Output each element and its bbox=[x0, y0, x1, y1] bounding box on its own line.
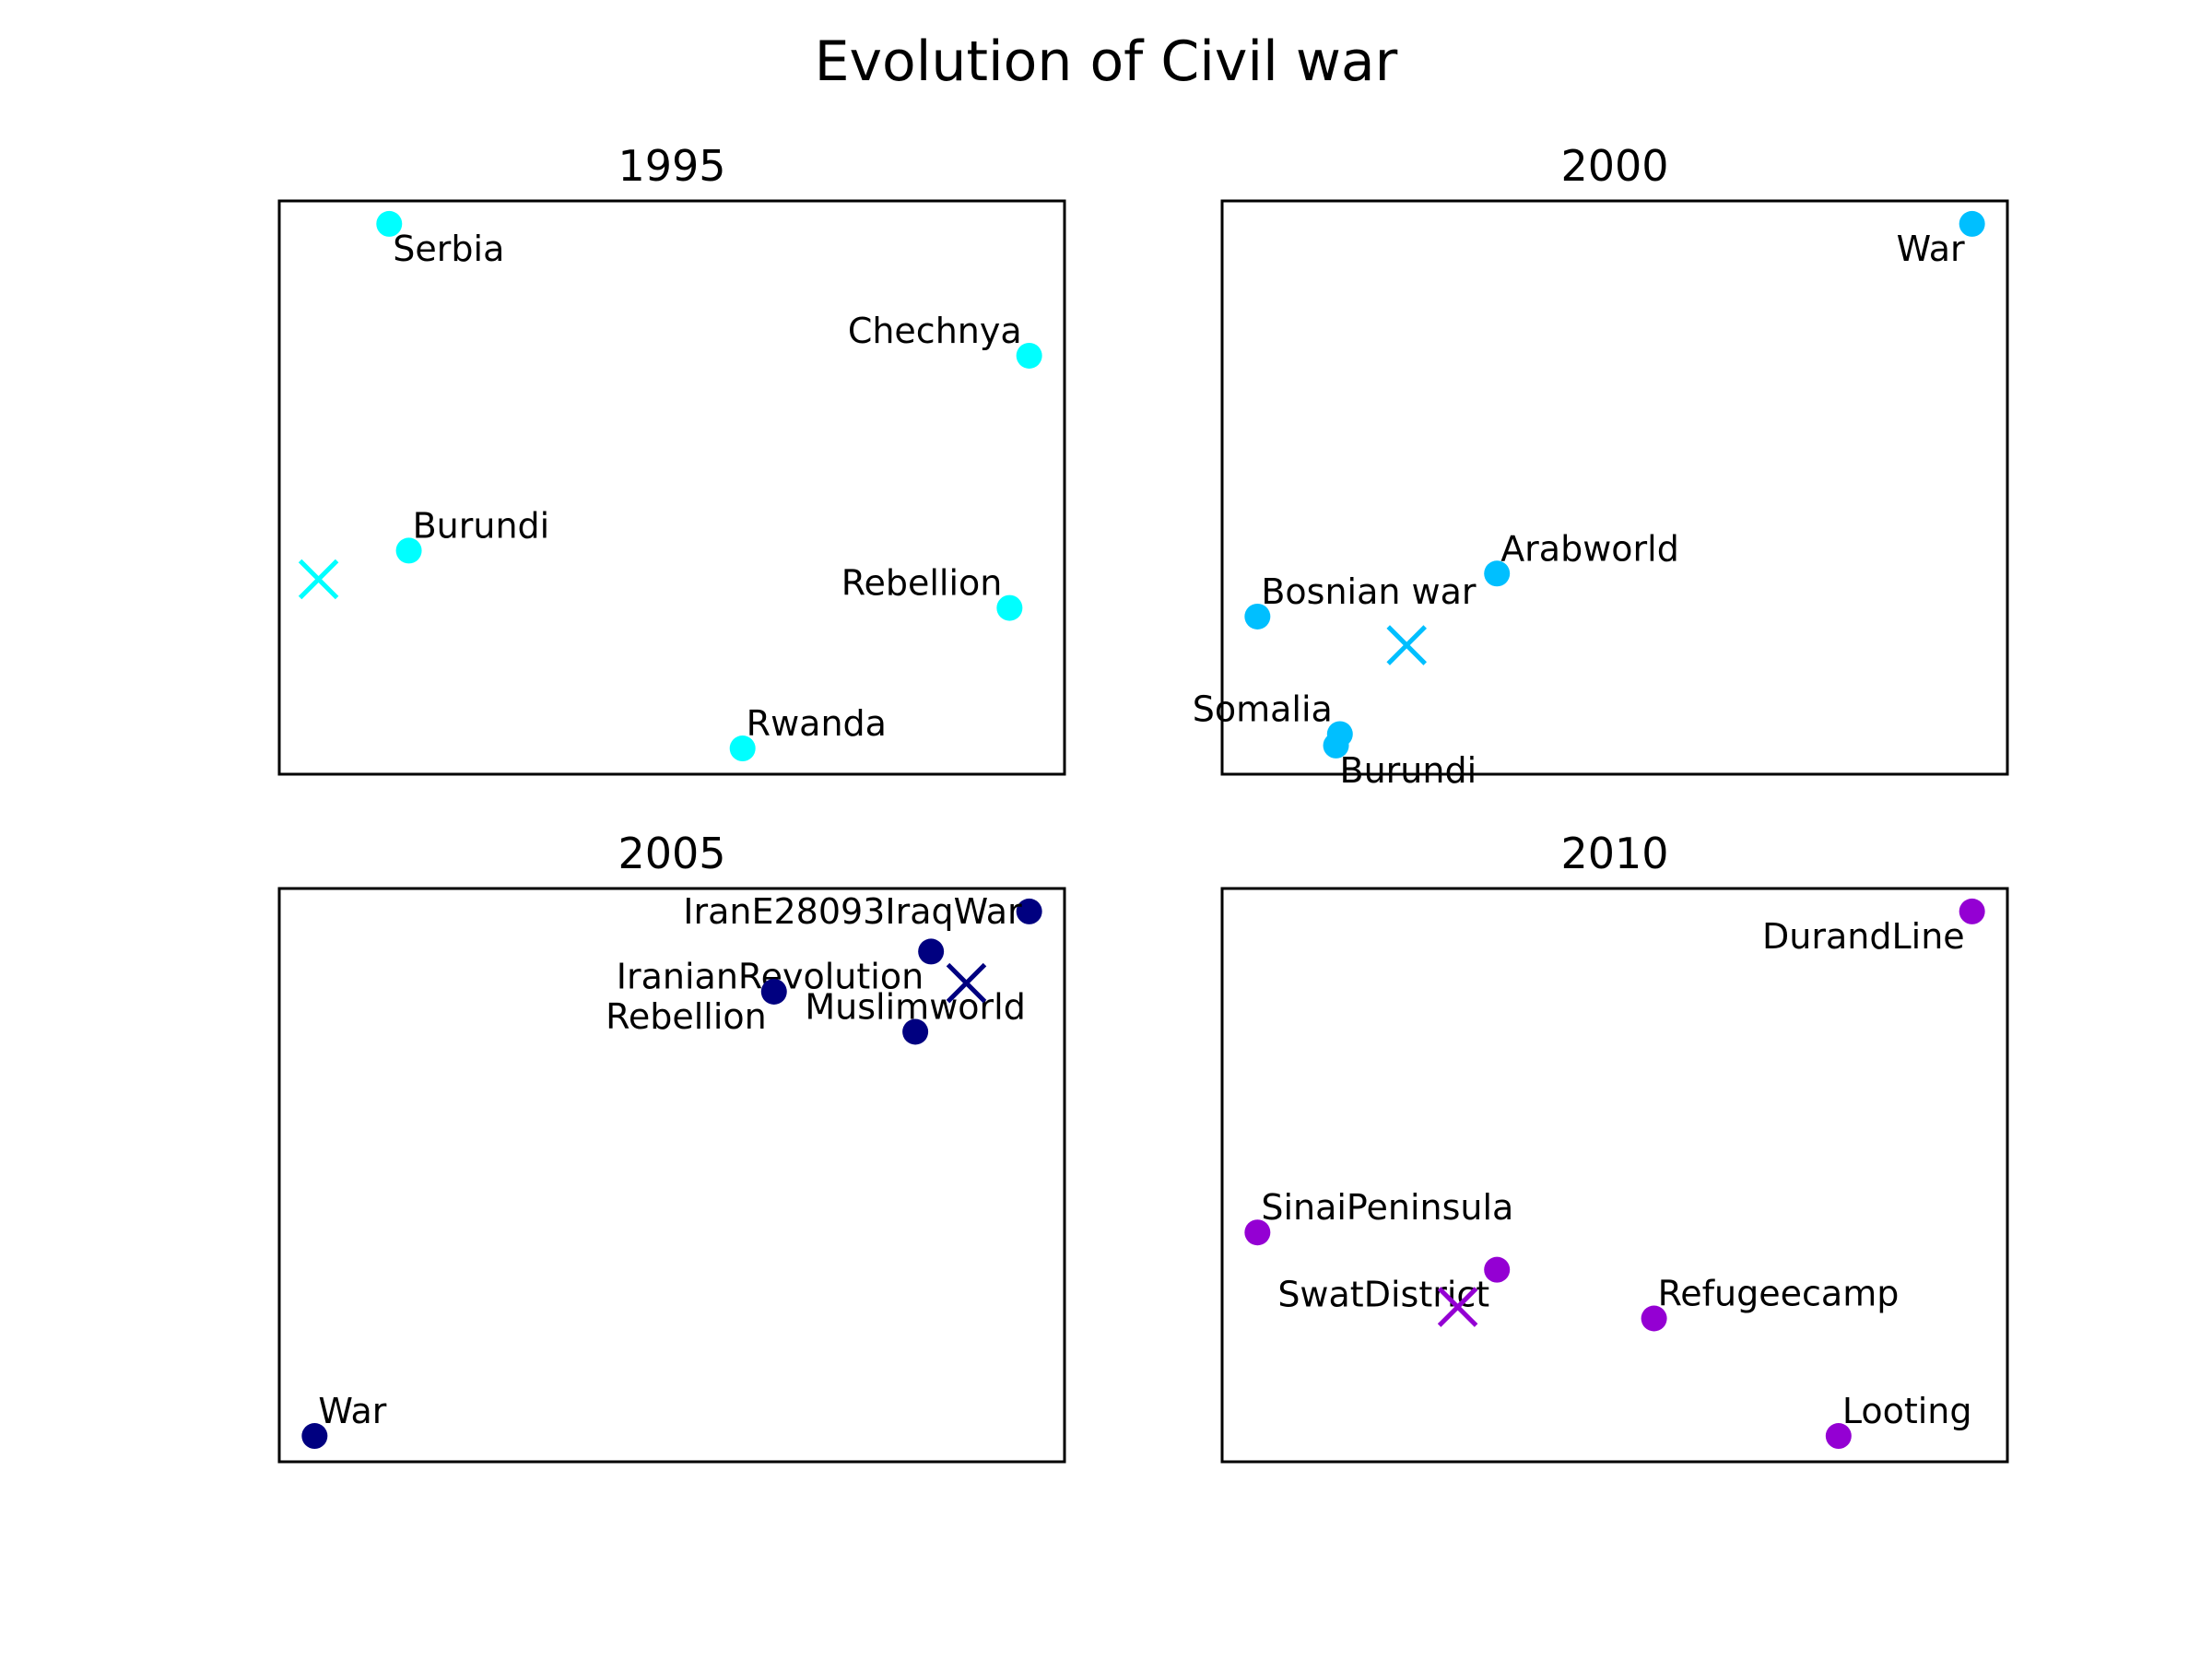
subplot-title: 2000 bbox=[1560, 141, 1668, 191]
point-label: Burundi bbox=[413, 505, 550, 546]
point-label: Arabworld bbox=[1500, 528, 1679, 569]
centroid-stroke bbox=[1386, 625, 1427, 665]
point-label: War bbox=[1897, 229, 1965, 269]
data-point bbox=[918, 938, 945, 965]
point-label: DurandLine bbox=[1762, 916, 1965, 957]
data-point bbox=[902, 1018, 929, 1045]
point-label: Bosnian war bbox=[1261, 571, 1477, 612]
data-point bbox=[1641, 1305, 1667, 1332]
point-label: Serbia bbox=[393, 229, 504, 269]
centroid-marker bbox=[298, 559, 339, 600]
centroid-stroke bbox=[298, 559, 339, 600]
data-point bbox=[1484, 1256, 1511, 1283]
data-point bbox=[1959, 210, 1985, 237]
point-label: SinaiPeninsula bbox=[1261, 1187, 1513, 1228]
data-point bbox=[760, 978, 787, 1005]
subplot-title: 2010 bbox=[1560, 829, 1668, 878]
data-point bbox=[996, 594, 1023, 621]
data-point bbox=[1959, 898, 1985, 924]
point-label: Looting bbox=[1842, 1391, 1972, 1431]
point-label: Burundi bbox=[1340, 750, 1477, 791]
centroid-marker bbox=[946, 962, 987, 1004]
subplot-2000: 2000 War Arabworld Bosnian war SomaliaBurund… bbox=[1193, 141, 2009, 791]
subplot-title: 1995 bbox=[618, 141, 725, 191]
centroid-stroke bbox=[1437, 1287, 1478, 1327]
subplot-frame bbox=[277, 199, 1066, 776]
data-point bbox=[729, 735, 756, 762]
point-label: Refugeecamp bbox=[1658, 1274, 1900, 1314]
point-label: Muslimworld bbox=[805, 987, 1025, 1028]
data-point bbox=[1016, 898, 1042, 924]
point-label: Rebellion bbox=[606, 996, 767, 1037]
centroid-marker bbox=[1437, 1287, 1478, 1327]
data-point bbox=[1484, 560, 1511, 587]
subplot-frame bbox=[1220, 199, 2009, 776]
point-label: War bbox=[318, 1391, 386, 1431]
data-point bbox=[1244, 1219, 1271, 1246]
data-point bbox=[301, 1423, 328, 1450]
data-point bbox=[1323, 732, 1349, 759]
point-label: IranE28093IraqWar bbox=[683, 891, 1022, 932]
subplot-frame bbox=[1220, 887, 2009, 1464]
data-point bbox=[1244, 603, 1271, 629]
subplot-title: 2005 bbox=[618, 829, 725, 878]
data-point bbox=[395, 537, 422, 564]
centroid-stroke bbox=[946, 962, 987, 1004]
centroid-marker bbox=[1386, 625, 1427, 665]
point-label: Somalia bbox=[1193, 688, 1333, 729]
point-label: Rwanda bbox=[747, 703, 887, 744]
point-label: Rebellion bbox=[841, 563, 1003, 604]
figure-title: Evolution of Civil war bbox=[814, 29, 1398, 94]
subplot-2005: 2005IranE28093IraqWarIranianRevolutionRe… bbox=[277, 829, 1066, 1464]
point-label: Chechnya bbox=[848, 311, 1022, 351]
data-point bbox=[1016, 342, 1042, 369]
subplot-frame bbox=[277, 887, 1066, 1464]
data-point bbox=[1825, 1423, 1852, 1450]
subplot-1995: 1995 Serbia Chechnya Burundi Rebellion Rwanda bbox=[277, 141, 1066, 776]
subplot-2010: 2010DurandLineSinaiPeninsulaSwatDistrict… bbox=[1220, 829, 2009, 1464]
data-point bbox=[376, 210, 403, 237]
